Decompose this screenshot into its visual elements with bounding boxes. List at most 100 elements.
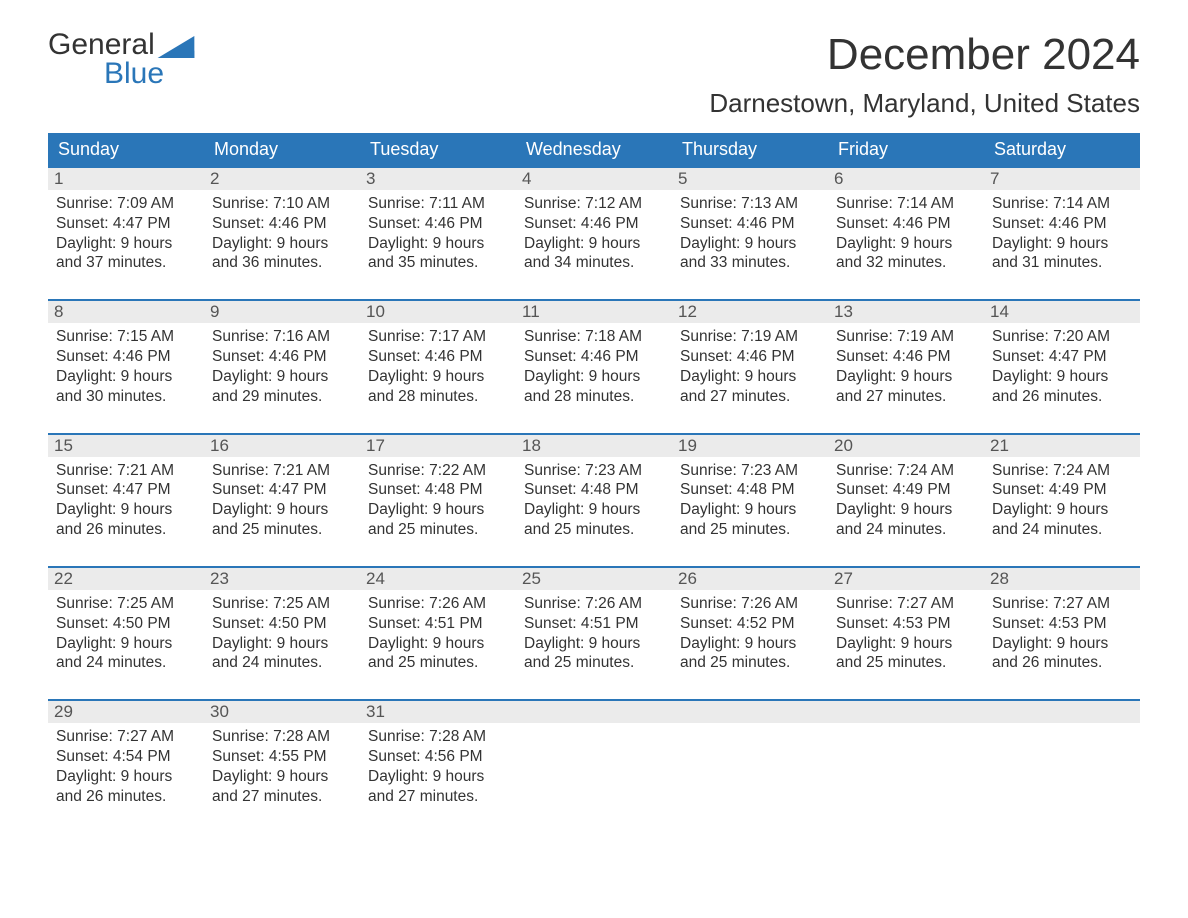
daylight-text-2: and 30 minutes. — [56, 387, 196, 407]
daylight-text-1: Daylight: 9 hours — [836, 634, 976, 654]
date-number: 4 — [516, 168, 672, 190]
daylight-text-1: Daylight: 9 hours — [992, 367, 1132, 387]
date-number: 10 — [360, 301, 516, 323]
day-cell: Sunrise: 7:16 AMSunset: 4:46 PMDaylight:… — [204, 323, 360, 412]
day-header-friday: Friday — [828, 133, 984, 166]
day-cell: Sunrise: 7:28 AMSunset: 4:55 PMDaylight:… — [204, 723, 360, 812]
sunrise-text: Sunrise: 7:26 AM — [368, 594, 508, 614]
week-spacer — [48, 546, 1140, 566]
sunrise-text: Sunrise: 7:25 AM — [56, 594, 196, 614]
day-cell: Sunrise: 7:23 AMSunset: 4:48 PMDaylight:… — [672, 457, 828, 546]
date-number: 26 — [672, 568, 828, 590]
daylight-text-1: Daylight: 9 hours — [836, 367, 976, 387]
week-spacer — [48, 413, 1140, 433]
day-header-row: Sunday Monday Tuesday Wednesday Thursday… — [48, 133, 1140, 166]
date-number-row: 22232425262728 — [48, 568, 1140, 590]
day-cell: Sunrise: 7:25 AMSunset: 4:50 PMDaylight:… — [204, 590, 360, 679]
sunrise-text: Sunrise: 7:19 AM — [680, 327, 820, 347]
day-cell — [984, 723, 1140, 812]
daylight-text-2: and 25 minutes. — [212, 520, 352, 540]
date-number: 16 — [204, 435, 360, 457]
sunset-text: Sunset: 4:53 PM — [992, 614, 1132, 634]
day-cell: Sunrise: 7:26 AMSunset: 4:51 PMDaylight:… — [516, 590, 672, 679]
day-header-thursday: Thursday — [672, 133, 828, 166]
header: General Blue December 2024 Darnestown, M… — [48, 30, 1140, 119]
daylight-text-1: Daylight: 9 hours — [56, 500, 196, 520]
day-cell: Sunrise: 7:27 AMSunset: 4:53 PMDaylight:… — [828, 590, 984, 679]
sunrise-text: Sunrise: 7:23 AM — [680, 461, 820, 481]
location: Darnestown, Maryland, United States — [709, 88, 1140, 119]
sunset-text: Sunset: 4:46 PM — [524, 214, 664, 234]
daylight-text-1: Daylight: 9 hours — [836, 234, 976, 254]
daylight-text-2: and 27 minutes. — [680, 387, 820, 407]
daylight-text-1: Daylight: 9 hours — [56, 234, 196, 254]
sunset-text: Sunset: 4:47 PM — [212, 480, 352, 500]
sunrise-text: Sunrise: 7:21 AM — [56, 461, 196, 481]
week-row: 891011121314Sunrise: 7:15 AMSunset: 4:46… — [48, 299, 1140, 412]
flag-icon — [157, 36, 195, 58]
date-number: 14 — [984, 301, 1140, 323]
sunset-text: Sunset: 4:46 PM — [992, 214, 1132, 234]
daylight-text-2: and 25 minutes. — [368, 520, 508, 540]
day-cell: Sunrise: 7:13 AMSunset: 4:46 PMDaylight:… — [672, 190, 828, 279]
daylight-text-2: and 37 minutes. — [56, 253, 196, 273]
date-number: 8 — [48, 301, 204, 323]
daylight-text-1: Daylight: 9 hours — [680, 634, 820, 654]
sunrise-text: Sunrise: 7:19 AM — [836, 327, 976, 347]
sunrise-text: Sunrise: 7:10 AM — [212, 194, 352, 214]
day-cell: Sunrise: 7:28 AMSunset: 4:56 PMDaylight:… — [360, 723, 516, 812]
daylight-text-1: Daylight: 9 hours — [524, 234, 664, 254]
daylight-text-1: Daylight: 9 hours — [992, 234, 1132, 254]
daylight-text-2: and 33 minutes. — [680, 253, 820, 273]
sunrise-text: Sunrise: 7:11 AM — [368, 194, 508, 214]
daylight-text-1: Daylight: 9 hours — [368, 234, 508, 254]
sunrise-text: Sunrise: 7:15 AM — [56, 327, 196, 347]
sunset-text: Sunset: 4:46 PM — [368, 214, 508, 234]
date-number: 18 — [516, 435, 672, 457]
daylight-text-1: Daylight: 9 hours — [368, 767, 508, 787]
date-number: 28 — [984, 568, 1140, 590]
day-cell — [828, 723, 984, 812]
daylight-text-1: Daylight: 9 hours — [368, 634, 508, 654]
sunrise-text: Sunrise: 7:27 AM — [56, 727, 196, 747]
daylight-text-2: and 34 minutes. — [524, 253, 664, 273]
day-cell: Sunrise: 7:14 AMSunset: 4:46 PMDaylight:… — [828, 190, 984, 279]
day-cell: Sunrise: 7:24 AMSunset: 4:49 PMDaylight:… — [828, 457, 984, 546]
sunrise-text: Sunrise: 7:24 AM — [992, 461, 1132, 481]
sunrise-text: Sunrise: 7:09 AM — [56, 194, 196, 214]
daylight-text-2: and 25 minutes. — [524, 520, 664, 540]
daylight-text-1: Daylight: 9 hours — [680, 500, 820, 520]
date-number: 22 — [48, 568, 204, 590]
date-number — [516, 701, 672, 723]
sunset-text: Sunset: 4:47 PM — [992, 347, 1132, 367]
day-cell: Sunrise: 7:26 AMSunset: 4:52 PMDaylight:… — [672, 590, 828, 679]
date-number: 27 — [828, 568, 984, 590]
week-row: 1234567Sunrise: 7:09 AMSunset: 4:47 PMDa… — [48, 166, 1140, 279]
day-cell: Sunrise: 7:14 AMSunset: 4:46 PMDaylight:… — [984, 190, 1140, 279]
sunrise-text: Sunrise: 7:23 AM — [524, 461, 664, 481]
weeks-container: 1234567Sunrise: 7:09 AMSunset: 4:47 PMDa… — [48, 166, 1140, 813]
daylight-text-1: Daylight: 9 hours — [992, 500, 1132, 520]
daylight-text-2: and 25 minutes. — [524, 653, 664, 673]
title-block: December 2024 Darnestown, Maryland, Unit… — [709, 30, 1140, 119]
sunset-text: Sunset: 4:46 PM — [212, 214, 352, 234]
day-content-row: Sunrise: 7:27 AMSunset: 4:54 PMDaylight:… — [48, 723, 1140, 812]
sunrise-text: Sunrise: 7:14 AM — [836, 194, 976, 214]
daylight-text-1: Daylight: 9 hours — [836, 500, 976, 520]
day-cell — [672, 723, 828, 812]
daylight-text-1: Daylight: 9 hours — [56, 767, 196, 787]
day-cell: Sunrise: 7:09 AMSunset: 4:47 PMDaylight:… — [48, 190, 204, 279]
daylight-text-1: Daylight: 9 hours — [368, 367, 508, 387]
daylight-text-2: and 26 minutes. — [56, 787, 196, 807]
daylight-text-2: and 29 minutes. — [212, 387, 352, 407]
date-number: 2 — [204, 168, 360, 190]
day-cell: Sunrise: 7:18 AMSunset: 4:46 PMDaylight:… — [516, 323, 672, 412]
day-header-wednesday: Wednesday — [516, 133, 672, 166]
sunset-text: Sunset: 4:46 PM — [680, 214, 820, 234]
daylight-text-2: and 26 minutes. — [56, 520, 196, 540]
daylight-text-2: and 28 minutes. — [368, 387, 508, 407]
daylight-text-1: Daylight: 9 hours — [56, 634, 196, 654]
date-number: 15 — [48, 435, 204, 457]
sunset-text: Sunset: 4:50 PM — [56, 614, 196, 634]
daylight-text-2: and 27 minutes. — [368, 787, 508, 807]
